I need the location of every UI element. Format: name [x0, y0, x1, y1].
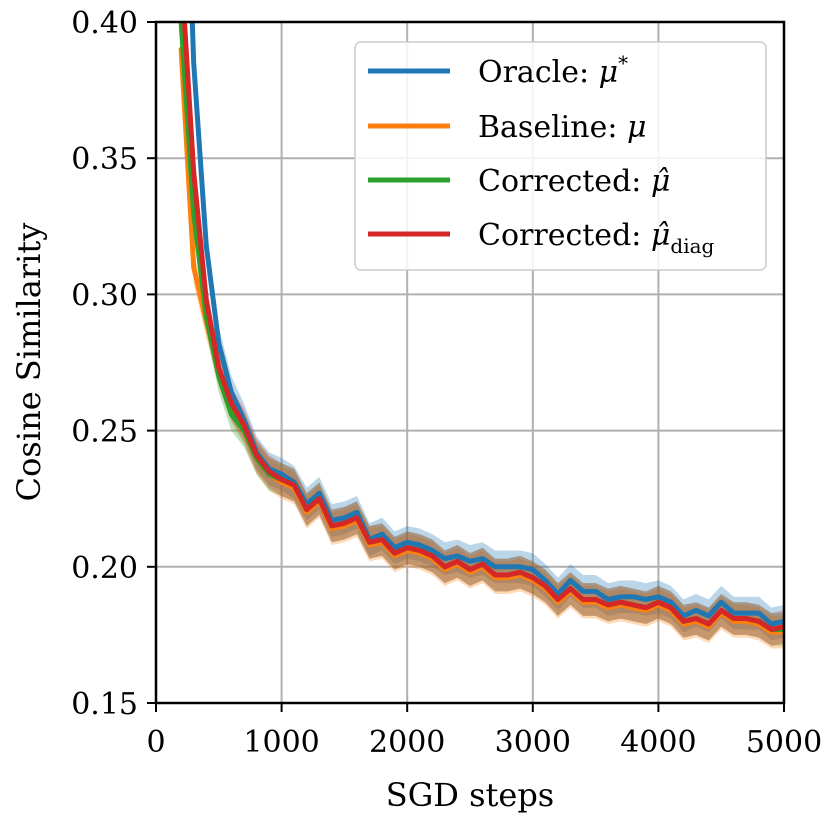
- legend-label: Oracle: μ*: [478, 51, 628, 90]
- x-tick-label: 2000: [369, 725, 445, 760]
- y-tick-label: 0.30: [71, 278, 138, 313]
- series-lines: [178, 22, 784, 635]
- y-tick-label: 0.25: [71, 415, 138, 450]
- plot-frame: [154, 20, 786, 705]
- legend-entry: Corrected: μ̂: [368, 164, 670, 199]
- series-line: [181, 22, 784, 632]
- y-tick-label: 0.20: [71, 551, 138, 586]
- x-tick-label: 5000: [746, 725, 822, 760]
- legend-entry: Corrected: μ̂diag: [368, 218, 715, 258]
- legend-box: [354, 41, 767, 271]
- legend-label: Baseline: μ: [478, 110, 647, 145]
- y-axis-title: Cosine Similarity: [10, 223, 48, 502]
- x-axis-ticks: 0 1000 2000 3000 4000 5000: [146, 703, 822, 760]
- y-axis-ticks: 0.15 0.20 0.25 0.30 0.35 0.40: [71, 6, 156, 722]
- x-tick-label: 1000: [243, 725, 319, 760]
- legend: Oracle: μ* Baseline: μ Corrected: μ̂ Cor…: [354, 41, 767, 271]
- y-tick-label: 0.35: [71, 142, 138, 177]
- x-tick-label: 4000: [620, 725, 696, 760]
- y-tick-label: 0.40: [71, 6, 138, 41]
- series-line: [189, 22, 784, 627]
- y-tick-label: 0.15: [71, 687, 138, 722]
- legend-label: Corrected: μ̂: [478, 164, 670, 199]
- x-tick-label: 3000: [495, 725, 571, 760]
- x-axis-title: SGD steps: [386, 776, 554, 814]
- legend-entry: Baseline: μ: [368, 110, 647, 145]
- legend-label: Corrected: μ̂diag: [478, 218, 715, 258]
- x-tick-label: 0: [146, 725, 165, 760]
- legend-entry: Oracle: μ*: [368, 51, 628, 90]
